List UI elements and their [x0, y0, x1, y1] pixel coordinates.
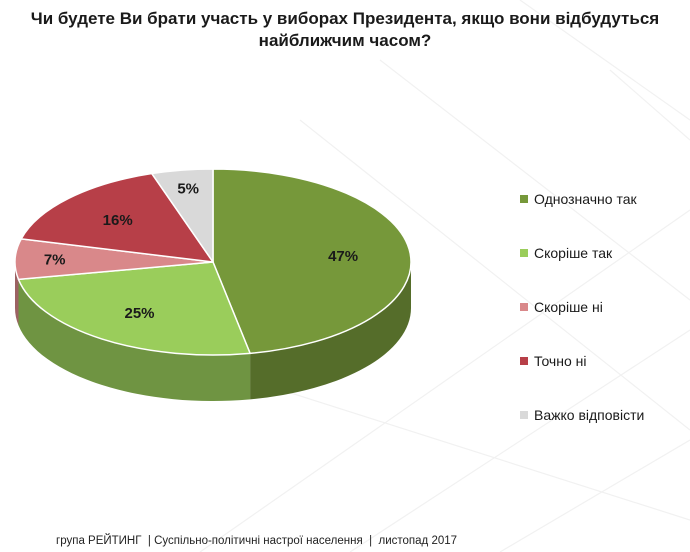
footer-org: група РЕЙТИНГ	[56, 535, 142, 547]
legend-item-1: Однозначно так	[520, 190, 637, 208]
legend-item-5: Важко відповісти	[520, 406, 644, 424]
legend-swatch-3	[520, 303, 528, 311]
legend-swatch-5	[520, 411, 528, 419]
footer-topic: Суспільно-політичні настрої населення	[154, 535, 363, 547]
footer-separator-1: |	[147, 535, 151, 547]
footer-date: листопад 2017	[378, 535, 458, 547]
data-label-1: 47%	[328, 248, 358, 265]
legend-label-1: Однозначно так	[534, 191, 637, 207]
pie-slice-5	[151, 168, 214, 263]
pie-tops	[14, 168, 412, 356]
pie-slice-4	[20, 172, 214, 263]
legend-swatch-2	[520, 249, 528, 257]
footer-separator-2: |	[369, 535, 373, 547]
legend-item-4: Точно ні	[520, 352, 586, 370]
legend-swatch-4	[520, 357, 528, 365]
pie-slice-2	[17, 261, 251, 356]
data-label-5: 5%	[177, 181, 199, 198]
legend-label-3: Скоріше ні	[534, 299, 603, 315]
pie-side-1	[250, 262, 411, 400]
pie-labels: 47% 25% 7% 16% 5%	[44, 181, 358, 322]
legend-item-2: Скоріше так	[520, 244, 612, 262]
legend-swatch-1	[520, 195, 528, 203]
legend-item-3: Скоріше ні	[520, 298, 603, 316]
pie-slice-1	[212, 168, 412, 355]
legend-label-5: Важко відповісти	[534, 407, 645, 423]
footer: група РЕЙТИНГ | Суспільно-політичні наст…	[56, 535, 457, 547]
data-label-2: 25%	[124, 305, 154, 322]
pie-side-2	[18, 279, 251, 401]
data-label-3: 7%	[44, 252, 66, 269]
chart-title: Чи будете Ви брати участь у виборах През…	[30, 9, 660, 50]
data-label-4: 16%	[103, 212, 133, 229]
legend-label-2: Скоріше так	[534, 245, 613, 261]
legend-label-4: Точно ні	[534, 353, 587, 369]
